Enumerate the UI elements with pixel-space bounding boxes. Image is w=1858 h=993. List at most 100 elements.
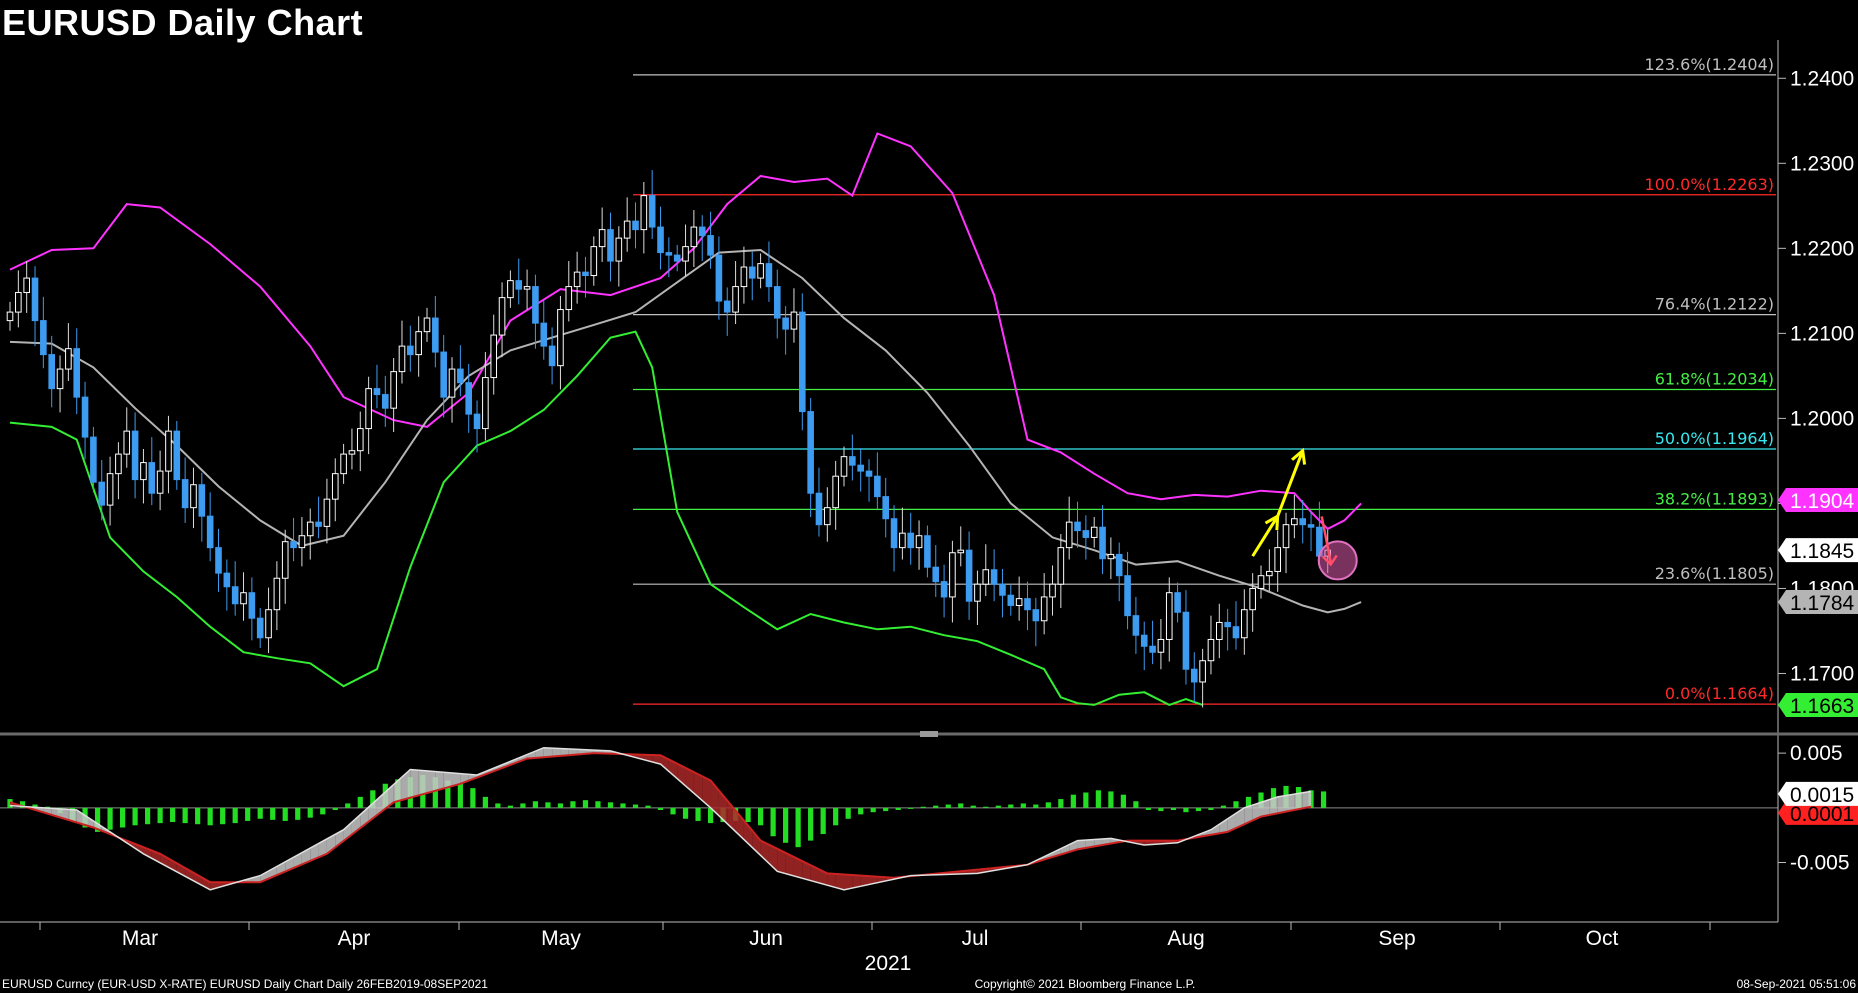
- candle-up: [490, 334, 498, 379]
- candle-down: [1182, 611, 1190, 670]
- candle-up: [899, 532, 906, 549]
- candle-up: [298, 535, 306, 549]
- candle-down: [373, 388, 381, 396]
- macd-fill-segment: [1210, 824, 1220, 835]
- candle-up: [573, 271, 581, 288]
- fib-level-label: 0.0%(1.1664): [1665, 684, 1774, 703]
- chart-title: EURUSD Daily Chart: [2, 2, 364, 43]
- candle-down: [215, 547, 222, 574]
- candle-down: [382, 394, 389, 409]
- candle-down: [874, 475, 881, 498]
- macd-histogram-bar: [1258, 792, 1264, 808]
- macd-histogram-bar: [1020, 803, 1026, 808]
- macd-fill-segment: [735, 810, 744, 840]
- macd-histogram-bar: [432, 777, 438, 808]
- macd-fill-segment: [1269, 796, 1278, 815]
- macd-histogram-bar: [332, 807, 338, 810]
- macd-histogram-bar: [1070, 794, 1076, 808]
- macd-histogram-bar: [520, 803, 526, 808]
- macd-histogram-bar: [245, 807, 251, 821]
- candle-down: [457, 368, 464, 384]
- price-badge-label: 1.1663: [1790, 695, 1854, 718]
- macd-fill-segment: [176, 863, 186, 877]
- candle-down: [181, 479, 189, 509]
- candle-up: [348, 450, 356, 455]
- macd-badge-label: 0.0015: [1790, 784, 1854, 807]
- macd-fill-segment: [785, 852, 794, 876]
- projection-arrow: [1276, 450, 1305, 517]
- candle-up: [565, 286, 573, 311]
- macd-histogram-bar: [833, 807, 839, 826]
- fib-level-label: 61.8%(1.2034): [1655, 369, 1774, 388]
- price-badge-label: 1.1904: [1790, 490, 1855, 513]
- candle-down: [607, 229, 614, 262]
- candle-up: [1107, 553, 1115, 560]
- macd-histogram-bar: [32, 804, 38, 808]
- macd-histogram-bar: [1245, 796, 1252, 808]
- macd-histogram-bar: [345, 803, 351, 808]
- macd-histogram-bar: [607, 802, 614, 808]
- candle-up: [65, 348, 72, 370]
- macd-histogram-bar: [545, 802, 551, 808]
- y-tick-label: 1.1700: [1790, 662, 1854, 685]
- macd-histogram-bar: [632, 804, 639, 808]
- bollinger-upper-line: [9, 132, 1362, 531]
- candle-up: [1090, 526, 1098, 538]
- candle-down: [1074, 521, 1081, 532]
- macd-histogram-bar: [1145, 807, 1152, 810]
- candle-down: [673, 254, 681, 262]
- macd-histogram-bar: [795, 807, 801, 848]
- macd-histogram-bar: [370, 790, 376, 808]
- y-tick-label: 1.2400: [1790, 67, 1854, 90]
- macd-fill-segment: [427, 770, 436, 794]
- candle-up: [123, 430, 131, 455]
- macd-fill-segment: [693, 772, 703, 801]
- candle-down: [723, 300, 731, 313]
- macd-fill-segment: [543, 747, 553, 758]
- candle-down: [648, 195, 656, 228]
- candle-down: [932, 566, 940, 583]
- candle-up: [423, 317, 431, 333]
- macd-panel: [0, 746, 1778, 891]
- candle-down: [907, 532, 915, 549]
- candle-up: [1165, 592, 1173, 640]
- bollinger-lower-line: [9, 330, 1203, 706]
- candle-up: [590, 246, 598, 277]
- macd-fill-segment: [1077, 840, 1086, 850]
- macd-fill-segment: [552, 748, 561, 757]
- macd-fill-segment: [835, 873, 844, 890]
- candle-down: [1124, 575, 1131, 617]
- candle-up: [982, 569, 990, 585]
- macd-histogram-bar: [758, 807, 764, 826]
- macd-fill-segment: [443, 772, 453, 789]
- price-badge: [1778, 538, 1858, 563]
- macd-fill-segment: [668, 759, 678, 779]
- macd-histogram-bar: [858, 807, 864, 815]
- macd-histogram-bar: [582, 800, 589, 808]
- candle-down: [940, 581, 948, 598]
- projection-arrow: [1251, 515, 1279, 557]
- candle-up: [6, 311, 14, 322]
- macd-histogram-bar: [645, 805, 651, 808]
- candle-down: [223, 572, 231, 588]
- macd-fill-segment: [251, 875, 261, 883]
- x-tick-label: Sep: [1378, 927, 1415, 950]
- macd-fill-segment: [1244, 805, 1253, 825]
- y-tick-label: 1.2200: [1790, 237, 1854, 260]
- macd-histogram-bar: [783, 807, 789, 843]
- macd-fill-segment: [1302, 791, 1312, 809]
- y-tick-label: 1.2300: [1790, 152, 1854, 175]
- candle-down: [807, 411, 814, 494]
- fib-level-label: 50.0%(1.1964): [1655, 429, 1774, 448]
- candle-down: [1007, 594, 1015, 606]
- macd-histogram-bar: [1008, 804, 1014, 808]
- macd-fill-segment: [310, 843, 319, 861]
- macd-fill-segment: [135, 843, 144, 854]
- candle-up: [832, 475, 839, 509]
- candle-up: [415, 331, 422, 356]
- macd-fill-segment: [452, 772, 461, 787]
- candle-up: [115, 453, 122, 475]
- macd-fill-segment: [1261, 799, 1270, 817]
- candle-down: [515, 280, 523, 290]
